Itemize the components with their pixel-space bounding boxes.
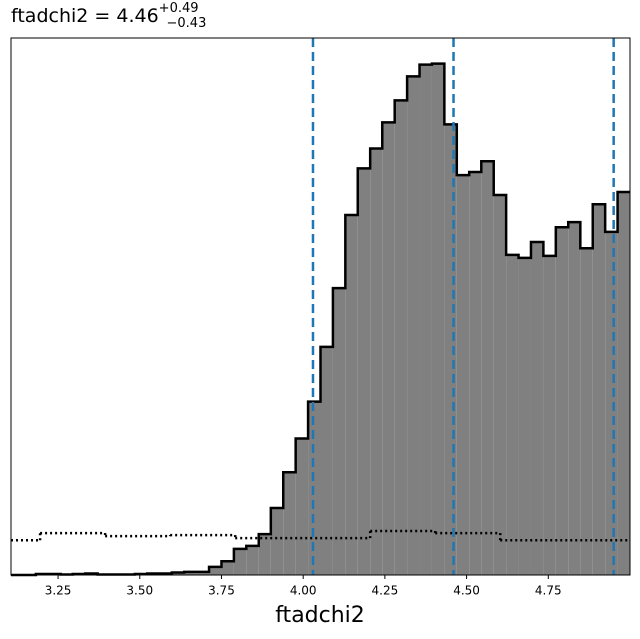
x-tick-label: 4.25: [372, 584, 399, 598]
bar: [617, 191, 630, 575]
bar: [444, 124, 457, 575]
bar: [184, 571, 197, 575]
bar: [295, 438, 309, 575]
bar: [530, 242, 544, 575]
title-main: ftadchi2 = 4.46: [11, 5, 159, 27]
bar: [221, 561, 234, 575]
hist-outline: [11, 62, 630, 577]
bar: [196, 571, 210, 575]
bar: [233, 548, 247, 575]
bar: [431, 63, 445, 575]
bar: [308, 401, 321, 575]
bar: [605, 231, 618, 575]
x-axis-label: ftadchi2: [275, 603, 365, 628]
title-lower: −0.43: [167, 16, 207, 31]
title-upper: +0.49: [159, 1, 199, 16]
bar: [469, 171, 482, 575]
bar: [171, 572, 185, 575]
bar: [506, 254, 519, 576]
bar: [209, 566, 222, 575]
bar: [456, 175, 470, 575]
chart-title: ftadchi2 = 4.46+0.49 −0.43: [11, 1, 206, 31]
x-tick-label: 3.25: [45, 584, 72, 598]
bar: [407, 76, 420, 575]
bar: [543, 255, 556, 575]
x-tick-label: 3.50: [126, 584, 153, 598]
x-tick-label: 4.75: [535, 584, 562, 598]
bar: [258, 534, 271, 575]
bar: [246, 545, 259, 575]
bar: [332, 288, 346, 575]
bar: [419, 64, 432, 575]
x-tick-label: 4.00: [290, 584, 317, 598]
bar: [481, 161, 494, 576]
bar: [357, 168, 371, 575]
bar: [370, 148, 383, 575]
bar: [270, 508, 284, 575]
bar: [580, 248, 593, 575]
bar: [555, 227, 569, 575]
bar: [518, 257, 531, 575]
bar: [382, 122, 395, 575]
bar: [493, 195, 507, 575]
plot-frame: [10, 37, 631, 576]
bar: [568, 222, 581, 575]
bar: [320, 346, 333, 575]
bar: [592, 204, 606, 575]
bar: [283, 472, 296, 575]
x-tick-label: 3.75: [208, 584, 235, 598]
x-tick-label: 4.50: [453, 584, 480, 598]
bar: [394, 100, 408, 575]
bar: [345, 214, 358, 575]
